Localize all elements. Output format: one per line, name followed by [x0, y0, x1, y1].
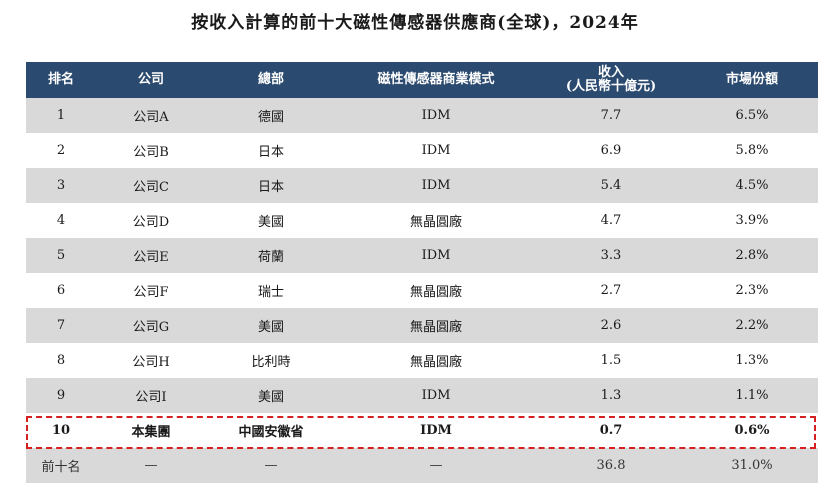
table-row: 8 公司H 比利時 無晶圓廠 1.5 1.3% — [26, 343, 818, 378]
cell-share: 1.1% — [735, 388, 769, 403]
header-revenue-line2: (人民幣十億元) — [565, 79, 657, 94]
table-row: 4 公司D 美國 無晶圓廠 4.7 3.9% — [26, 203, 818, 238]
cell-rank: 3 — [56, 178, 66, 193]
cell-rank: 9 — [56, 388, 66, 403]
cell-company: 公司F — [133, 285, 169, 300]
cell-revenue: 1.3 — [600, 388, 622, 403]
table-header-row: 排名 公司 總部 磁性傳感器商業模式 收入 (人民幣十億元) 市場份額 — [26, 62, 818, 98]
cell-model: IDM — [421, 108, 451, 123]
cell-hq: 美國 — [257, 390, 284, 405]
cell-company: 公司D — [132, 215, 170, 230]
cell-company: 公司H — [132, 355, 170, 370]
cell-company: 公司E — [133, 250, 169, 265]
cell-model: 無晶圓廠 — [409, 320, 462, 335]
cell-share: 3.9% — [735, 213, 769, 228]
cell-share: 2.3% — [735, 283, 769, 298]
table-row: 9 公司I 美國 IDM 1.3 1.1% — [26, 378, 818, 413]
cell-company: 本集團 — [131, 425, 171, 440]
header-revenue: 收入 (人民幣十億元) — [536, 62, 686, 98]
cell-model: 無晶圓廠 — [409, 355, 462, 370]
cell-company: 公司B — [133, 145, 169, 160]
cell-hq: — — [264, 458, 278, 473]
cell-revenue: 0.7 — [599, 423, 623, 438]
cell-revenue: 6.9 — [600, 143, 622, 158]
cell-revenue: 2.6 — [600, 318, 622, 333]
cell-rank: 8 — [56, 353, 66, 368]
header-market-share: 市場份額 — [725, 72, 778, 87]
cell-rank: 5 — [56, 248, 66, 263]
cell-model: 無晶圓廠 — [409, 285, 462, 300]
cell-company: 公司C — [133, 180, 169, 195]
cell-share: 2.2% — [735, 318, 769, 333]
table-row: 5 公司E 荷蘭 IDM 3.3 2.8% — [26, 238, 818, 273]
cell-hq: 瑞士 — [257, 285, 284, 300]
cell-total-label: 前十名 — [41, 460, 81, 475]
cell-revenue: 5.4 — [600, 178, 622, 193]
cell-share: 2.8% — [735, 248, 769, 263]
cell-revenue: 1.5 — [600, 353, 622, 368]
cell-share: 6.5% — [735, 108, 769, 123]
cell-rank: 6 — [56, 283, 66, 298]
table-row: 3 公司C 日本 IDM 5.4 4.5% — [26, 168, 818, 203]
header-rank: 排名 — [47, 72, 74, 87]
cell-share: 5.8% — [735, 143, 769, 158]
cell-share: 0.6% — [734, 423, 770, 438]
cell-company: 公司G — [132, 320, 170, 335]
header-business-model: 磁性傳感器商業模式 — [377, 72, 495, 87]
cell-rank: 7 — [56, 318, 66, 333]
page-title: 按收入計算的前十大磁性傳感器供應商(全球)，2024年 — [191, 13, 639, 33]
header-revenue-line1: 收入 — [597, 65, 624, 80]
cell-model: IDM — [421, 388, 451, 403]
table-row: 2 公司B 日本 IDM 6.9 5.8% — [26, 133, 818, 168]
cell-model: IDM — [421, 248, 451, 263]
cell-hq: 德國 — [257, 110, 284, 125]
supplier-table: 排名 公司 總部 磁性傳感器商業模式 收入 (人民幣十億元) 市場份額 1 公司… — [26, 62, 818, 483]
cell-company: 公司A — [133, 110, 169, 125]
cell-hq: 中國安徽省 — [238, 425, 304, 440]
table-row: 6 公司F 瑞士 無晶圓廠 2.7 2.3% — [26, 273, 818, 308]
cell-share: 1.3% — [735, 353, 769, 368]
cell-model: — — [429, 458, 443, 473]
cell-rank: 1 — [56, 108, 66, 123]
cell-model: IDM — [421, 143, 451, 158]
cell-revenue: 2.7 — [600, 283, 622, 298]
table-row: 1 公司A 德國 IDM 7.7 6.5% — [26, 98, 818, 133]
table-row: 7 公司G 美國 無晶圓廠 2.6 2.2% — [26, 308, 818, 343]
cell-company: 公司I — [135, 390, 167, 405]
cell-revenue: 36.8 — [596, 458, 626, 473]
cell-model: IDM — [421, 178, 451, 193]
cell-hq: 美國 — [257, 320, 284, 335]
cell-rank: 4 — [56, 213, 66, 228]
cell-hq: 美國 — [257, 215, 284, 230]
header-company: 公司 — [137, 72, 164, 87]
cell-hq: 日本 — [257, 180, 284, 195]
cell-rank: 10 — [51, 423, 71, 438]
cell-rank: 2 — [56, 143, 66, 158]
cell-revenue: 3.3 — [600, 248, 622, 263]
cell-revenue: 7.7 — [600, 108, 622, 123]
cell-revenue: 4.7 — [600, 213, 622, 228]
table-row-highlighted: 10 本集團 中國安徽省 IDM 0.7 0.6% — [26, 413, 818, 448]
cell-hq: 日本 — [257, 145, 284, 160]
table-total-row: 前十名 — — — 36.8 31.0% — [26, 448, 818, 483]
cell-hq: 荷蘭 — [257, 250, 284, 265]
cell-share: 31.0% — [731, 458, 773, 473]
cell-share: 4.5% — [735, 178, 769, 193]
cell-company: — — [144, 458, 158, 473]
cell-hq: 比利時 — [251, 355, 291, 370]
header-hq: 總部 — [257, 72, 284, 87]
cell-model: IDM — [420, 423, 452, 438]
cell-model: 無晶圓廠 — [409, 215, 462, 230]
